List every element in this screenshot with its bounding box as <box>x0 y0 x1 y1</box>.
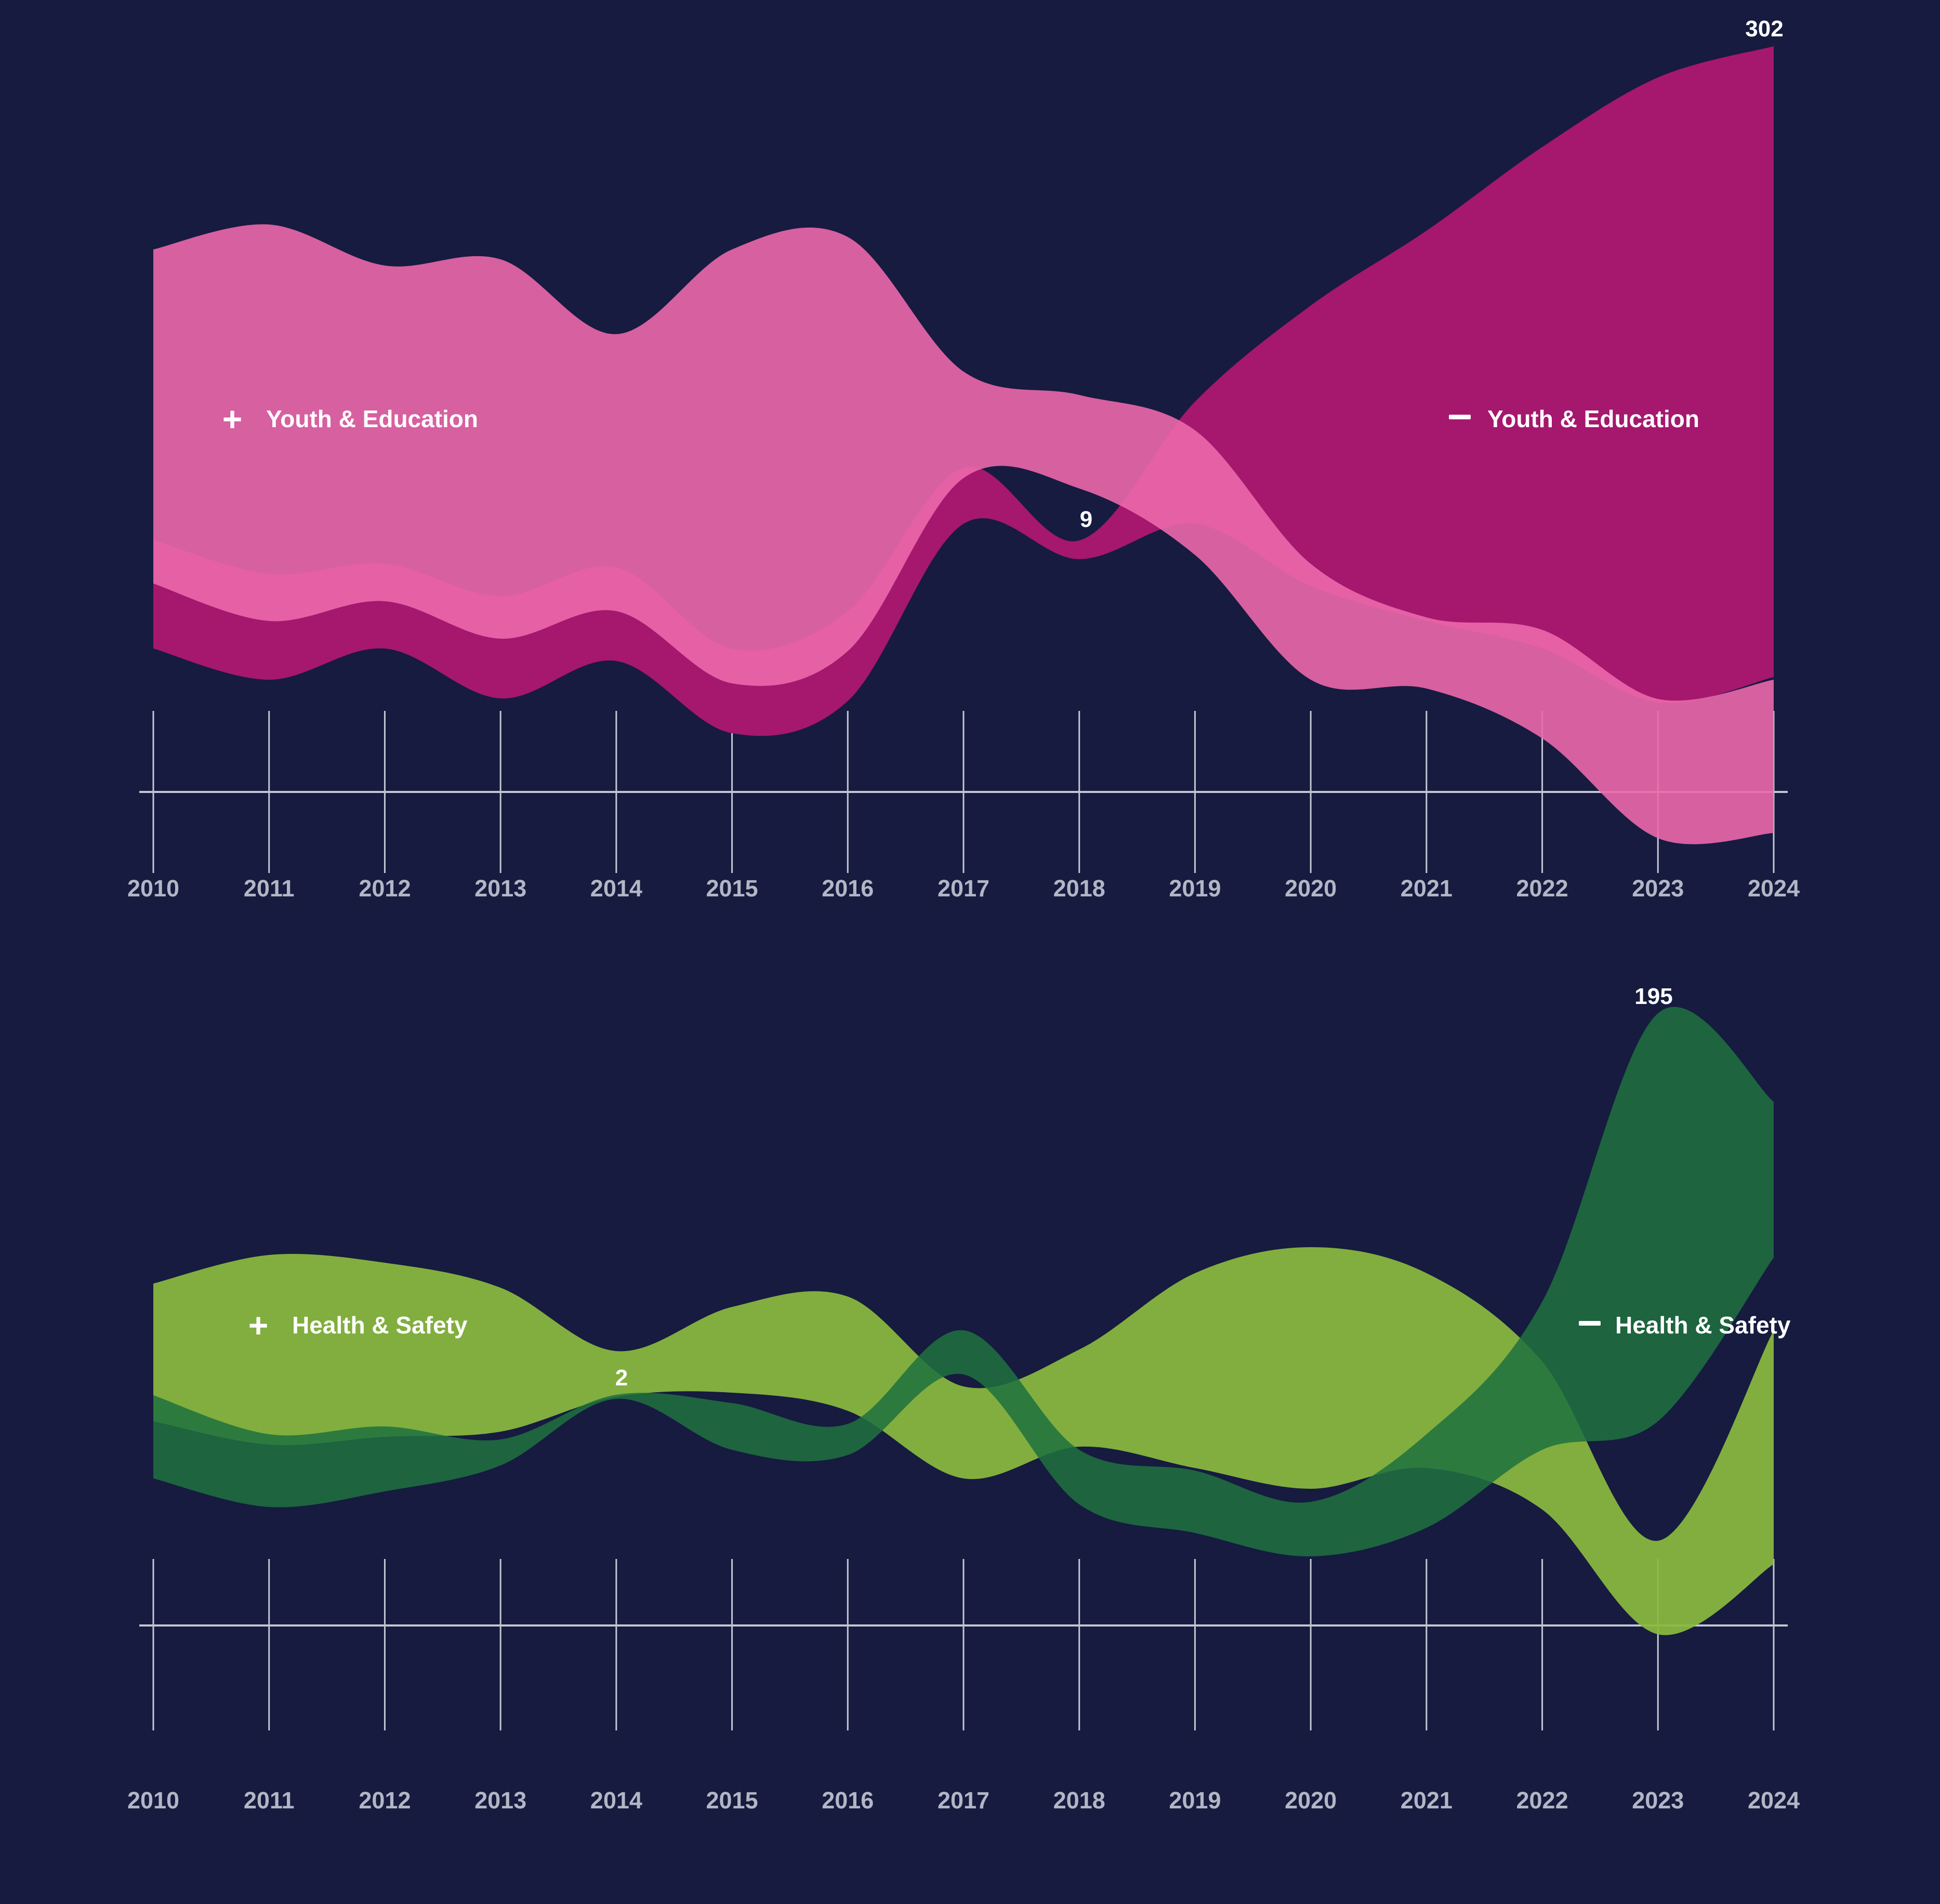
annotation-value-195: 195 <box>1634 984 1672 1009</box>
year-label-2023: 2023 <box>1632 875 1684 902</box>
year-label-2011: 2011 <box>244 875 295 902</box>
stream-youth-education-negative <box>153 46 1774 736</box>
year-label-2012: 2012 <box>359 1787 411 1814</box>
stream-health-safety-positive <box>153 1247 1774 1635</box>
year-label-2011: 2011 <box>244 1787 295 1814</box>
year-label-2021: 2021 <box>1401 875 1453 902</box>
year-label-2019: 2019 <box>1169 875 1221 902</box>
axes-layer: 2010 2011 2012 2013 2014 2015 2016 2017 2018 2019… <box>127 711 1800 1814</box>
year-label-2022: 2022 <box>1516 1787 1568 1814</box>
plus-icon-health-safety: + <box>248 1306 269 1344</box>
year-label-2013: 2013 <box>474 1787 526 1814</box>
series-label-health-safety-positive: Health & Safety <box>292 1312 468 1339</box>
year-label-2024: 2024 <box>1748 1787 1800 1814</box>
year-label-2013: 2013 <box>474 875 526 902</box>
year-label-2015: 2015 <box>706 1787 758 1814</box>
year-label-2018: 2018 <box>1053 875 1105 902</box>
series-label-youth-education-positive: Youth & Education <box>266 405 478 432</box>
year-label-2019: 2019 <box>1169 1787 1221 1814</box>
year-label-2017: 2017 <box>938 1787 989 1814</box>
year-label-2018: 2018 <box>1053 1787 1105 1814</box>
year-label-2016: 2016 <box>822 875 874 902</box>
stream-youth-education-positive <box>153 224 1774 844</box>
x-axis-youth-education: 2010 2011 2012 2013 2014 2015 2016 2017 2018 2019… <box>127 711 1800 902</box>
series-label-youth-education-negative: Youth & Education <box>1487 405 1699 432</box>
year-label-2023: 2023 <box>1632 1787 1684 1814</box>
minus-icon-youth-education <box>1449 415 1471 419</box>
minus-icon-health-safety <box>1579 1321 1601 1326</box>
labels-layer: + Youth & Education Youth & Education 30… <box>222 16 1791 1391</box>
plus-icon-youth-education: + <box>222 400 243 438</box>
year-label-2020: 2020 <box>1285 875 1337 902</box>
year-label-2020: 2020 <box>1285 1787 1337 1814</box>
annotation-value-302: 302 <box>1745 16 1783 42</box>
streams-youth-education <box>153 46 1774 844</box>
year-label-2015: 2015 <box>706 875 758 902</box>
year-label-2010: 2010 <box>127 875 179 902</box>
year-label-2014: 2014 <box>590 1787 642 1814</box>
stream-health-safety-negative <box>153 1007 1774 1557</box>
year-label-2024: 2024 <box>1748 875 1800 902</box>
year-label-2012: 2012 <box>359 875 411 902</box>
annotation-value-2: 2 <box>615 1365 628 1391</box>
year-label-2010: 2010 <box>127 1787 179 1814</box>
streams-health-safety <box>153 1007 1774 1635</box>
year-label-2016: 2016 <box>822 1787 874 1814</box>
year-label-2017: 2017 <box>938 875 989 902</box>
year-label-2022: 2022 <box>1516 875 1568 902</box>
streams-layer <box>153 46 1774 1635</box>
series-label-health-safety-negative: Health & Safety <box>1615 1312 1791 1339</box>
year-label-2014: 2014 <box>590 875 642 902</box>
x-axis-health-safety: 2010 2011 2012 2013 2014 2015 2016 2017 2018 2019… <box>127 1559 1800 1814</box>
year-label-2021: 2021 <box>1401 1787 1453 1814</box>
annotation-value-9: 9 <box>1080 507 1092 532</box>
